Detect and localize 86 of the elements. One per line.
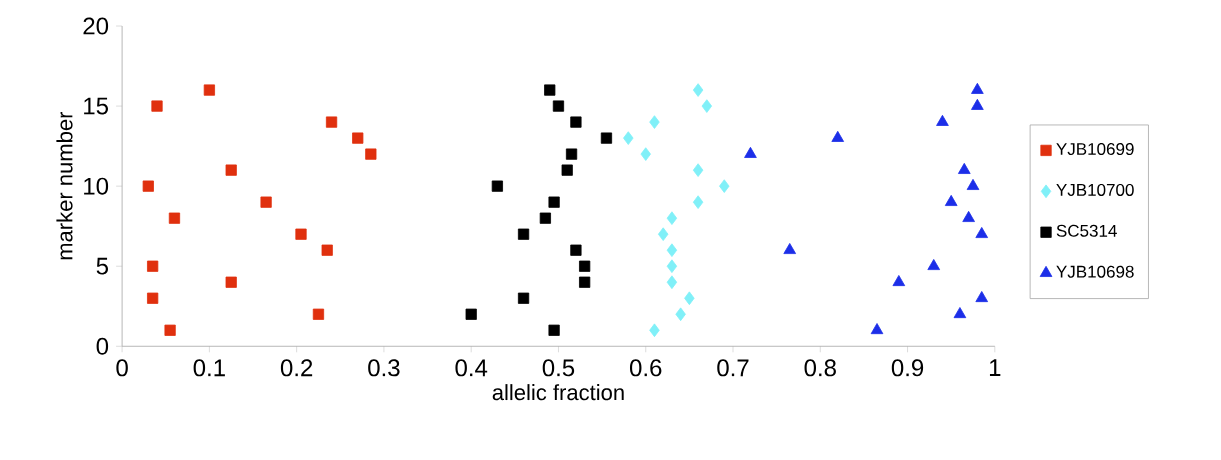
x-tick-label: 0.7	[717, 359, 749, 377]
x-tick-label: 0.8	[804, 359, 836, 377]
legend-label: YJB10700	[1056, 183, 1134, 196]
point	[552, 100, 565, 112]
point	[600, 132, 613, 144]
point	[957, 162, 971, 174]
point	[312, 308, 325, 320]
point	[975, 226, 989, 238]
point	[225, 164, 237, 176]
point	[517, 228, 530, 240]
point	[548, 324, 560, 336]
point	[544, 84, 556, 96]
point	[147, 260, 159, 272]
point	[517, 292, 530, 304]
legend-label: SC5314	[1056, 224, 1117, 237]
x-tick-label: 0.9	[891, 359, 924, 377]
point	[971, 98, 984, 110]
x-tick-label: 0.2	[280, 359, 313, 377]
point	[640, 147, 651, 161]
point	[975, 290, 989, 302]
point	[666, 243, 678, 257]
point	[701, 99, 713, 113]
point	[649, 323, 660, 337]
point	[325, 116, 338, 128]
point	[966, 178, 980, 190]
point	[927, 258, 941, 270]
point	[666, 275, 678, 289]
point	[565, 148, 578, 160]
point	[151, 100, 163, 112]
point	[579, 276, 591, 288]
point	[719, 179, 730, 193]
y-axis-title: marker number	[56, 111, 73, 260]
point	[649, 115, 660, 129]
point	[675, 307, 686, 321]
point	[692, 195, 704, 209]
point	[666, 259, 678, 273]
point	[831, 130, 845, 142]
y-tick-label: 5	[96, 257, 108, 275]
x-tick-label: 0.3	[368, 359, 400, 377]
point	[744, 146, 757, 158]
point	[142, 180, 154, 192]
point	[570, 116, 582, 128]
point	[561, 164, 573, 176]
x-axis-title: allelic fraction	[492, 383, 624, 401]
point	[295, 228, 307, 240]
point	[203, 84, 215, 96]
point	[539, 212, 551, 224]
point	[962, 210, 975, 222]
x-tick-label: 0	[116, 359, 128, 377]
y-tick-label: 15	[84, 97, 108, 115]
legend-label: YJB10698	[1056, 265, 1134, 278]
point	[684, 291, 695, 305]
y-tick-label: 20	[83, 17, 109, 35]
point	[164, 324, 176, 336]
point	[944, 194, 958, 206]
point	[321, 244, 333, 256]
point	[666, 211, 678, 225]
point	[936, 114, 949, 126]
point	[352, 132, 364, 144]
point	[168, 212, 181, 224]
point	[657, 227, 669, 241]
point	[892, 274, 906, 286]
x-tick-label: 0.5	[542, 359, 575, 377]
legend-label: YJB10699	[1056, 142, 1134, 155]
point	[570, 244, 582, 256]
y-tick-label: 10	[84, 177, 109, 195]
point	[783, 242, 797, 254]
point	[491, 180, 503, 192]
point	[225, 276, 237, 288]
point	[870, 322, 884, 334]
x-tick-label: 0.1	[193, 359, 225, 377]
point	[260, 196, 272, 208]
point	[692, 163, 704, 177]
x-tick-label: 0.4	[455, 359, 488, 377]
point	[365, 148, 377, 160]
point	[692, 83, 704, 97]
point	[953, 306, 967, 318]
point	[147, 292, 159, 304]
point	[465, 308, 477, 320]
point	[548, 196, 560, 208]
x-tick-label: 0.6	[629, 359, 662, 377]
y-tick-label: 0	[96, 337, 109, 355]
point	[623, 131, 634, 145]
x-tick-label: 1	[989, 359, 1001, 376]
point	[579, 260, 591, 272]
point	[971, 82, 984, 94]
